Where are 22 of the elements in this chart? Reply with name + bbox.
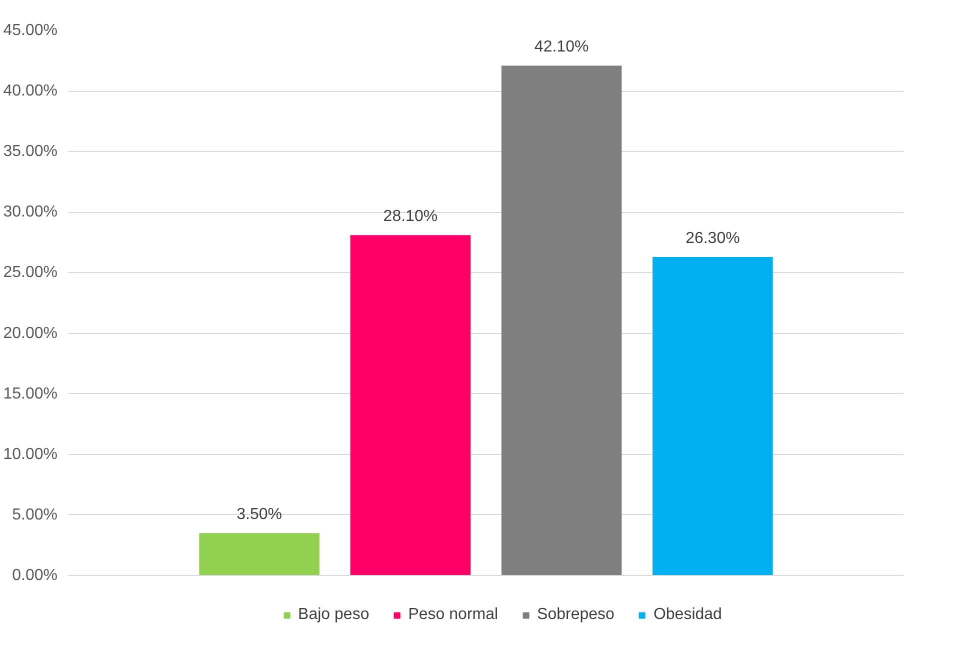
y-tick-label: 40.00% [3,82,58,100]
y-tick-label: 25.00% [3,264,58,282]
data-label: 3.50% [236,506,282,524]
legend-label: Peso normal [408,606,498,624]
y-tick-label: 15.00% [3,385,58,402]
y-tick-label: 0.00% [12,567,58,584]
y-tick-label: 10.00% [3,446,58,463]
y-tick-label: 5.00% [12,506,58,524]
y-tick-label: 35.00% [3,143,58,160]
data-label: 28.10% [383,208,438,226]
bar [501,66,622,576]
y-tick-label: 20.00% [3,324,58,342]
y-tick-label: 45.00% [3,22,58,39]
data-label: 42.10% [534,38,589,56]
bar [199,533,320,576]
legend-label: Sobrepeso [537,606,614,624]
bar [350,235,471,576]
legend-label: Obesidad [653,606,722,624]
y-tick-label: 30.00% [3,204,58,221]
bar [652,256,773,576]
data-label: 26.30% [686,230,740,247]
legend-label: Bajo peso [298,606,370,624]
